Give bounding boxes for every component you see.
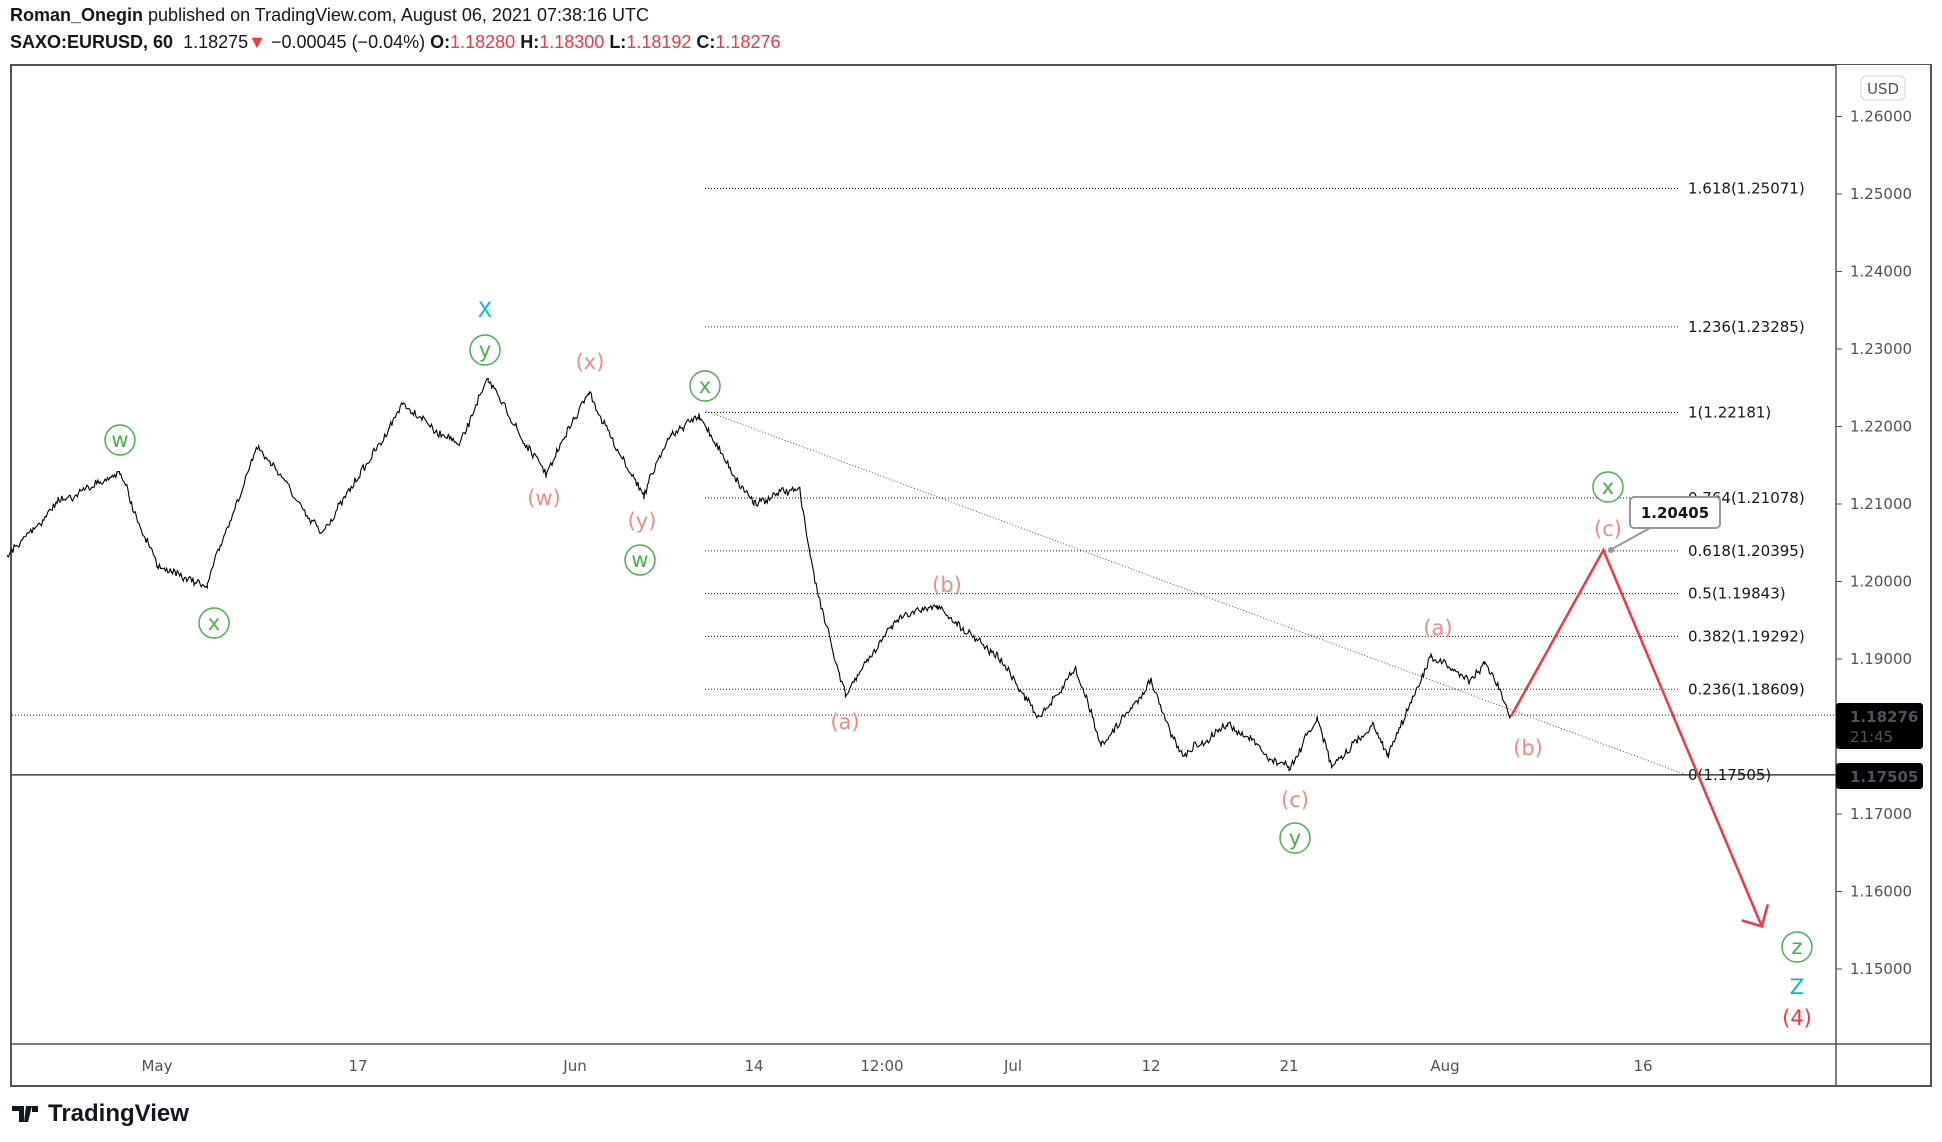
wave-label: (w): [527, 486, 561, 510]
currency-label: USD: [1867, 80, 1899, 98]
high-value: 1.18300: [539, 32, 605, 52]
countdown-label: 21:45: [1850, 728, 1893, 746]
time-tick-label: Aug: [1430, 1057, 1459, 1075]
symbol: SAXO:EURUSD, 60: [10, 32, 174, 52]
wave-label: w: [111, 428, 128, 452]
wave-circle: [624, 544, 656, 576]
symbol-info: SAXO:EURUSD, 60 1.18275▼ −0.00045 (−0.04…: [10, 32, 780, 53]
publish-info: Roman_Onegin published on TradingView.co…: [10, 5, 649, 26]
time-tick-label: May: [141, 1057, 172, 1075]
price-line: [6, 377, 1512, 772]
arrow-head-icon: [1741, 904, 1770, 928]
wave-label: (c): [1594, 517, 1622, 541]
price-tick-label: 1.20000: [1850, 573, 1912, 591]
callout-pointer: [1611, 527, 1651, 550]
time-tick-label: 16: [1633, 1057, 1652, 1075]
wave-label: (x): [576, 350, 605, 374]
tradingview-logo[interactable]: TradingView: [12, 1100, 189, 1128]
wave-circle: [689, 370, 721, 402]
level-price-badge: [1836, 763, 1923, 789]
open-value: 1.18280: [450, 32, 516, 52]
wave-label: (a): [830, 710, 859, 734]
price-tick-label: 1.16000: [1850, 883, 1912, 901]
time-tick-label: Jul: [1003, 1057, 1022, 1075]
close-label: C:: [696, 32, 716, 52]
low-label: L:: [609, 32, 627, 52]
annotations: 1.20405 Xy (x) w x (w) (y) w x (b) (a) (c) y (a) (b) x (…: [104, 298, 1813, 1030]
price-tick-label: 1.26000: [1850, 108, 1912, 126]
wave-label: (y): [628, 509, 657, 533]
wave-label: (c): [1281, 788, 1309, 812]
fib-label: 0.5(1.19843): [1688, 585, 1786, 603]
fib-label: 0.382(1.19292): [1688, 627, 1805, 645]
chart-frame: [10, 64, 1932, 1087]
wave-label: (b): [1513, 736, 1543, 760]
level-price-label: 1.17505: [1850, 768, 1918, 786]
price-series: [6, 377, 1512, 772]
wave-circle: [469, 334, 501, 366]
price-tick-label: 1.21000: [1850, 495, 1912, 513]
wave-circle: [1592, 471, 1624, 503]
time-tick-label: 17: [348, 1057, 367, 1075]
change: −0.00045 (−0.04%): [270, 32, 426, 52]
price-tick-label: 1.22000: [1850, 418, 1912, 436]
price-callout-box: [1629, 496, 1721, 529]
price-tick-label: 1.19000: [1850, 650, 1912, 668]
last-price: 1.18275: [183, 32, 249, 52]
wave-circle: [104, 424, 136, 456]
wave-label: z: [1791, 935, 1802, 959]
time-tick-label: 21: [1279, 1057, 1298, 1075]
currency-badge: [1860, 75, 1906, 101]
wave-label: (a): [1423, 616, 1452, 640]
time-tick-label: Jun: [562, 1057, 586, 1075]
fib-label: 1.236(1.23285): [1688, 318, 1805, 336]
wave-label: (b): [932, 573, 962, 597]
fib-extension: 1.618(1.25071) 1.236(1.23285) 1(1.22181) 0.…: [12, 179, 1836, 784]
time-tick-label: 12:00: [860, 1057, 903, 1075]
fib-label: 1.618(1.25071): [1688, 179, 1805, 197]
price-tick-label: 1.23000: [1850, 340, 1912, 358]
time-tick-label: 12: [1141, 1057, 1160, 1075]
current-price-badge: [1836, 703, 1923, 749]
time-axis: May 17 Jun 14 12:00 Jul 12 21 Aug 16: [141, 1057, 1652, 1075]
tv-logo-icon: [12, 1106, 38, 1122]
wave-label: w: [631, 548, 648, 572]
low-value: 1.18192: [626, 32, 692, 52]
wave-label: x: [208, 611, 220, 635]
wave-label: y: [479, 338, 491, 362]
triangle-down-icon: ▼: [248, 32, 266, 52]
wave-label: X: [478, 298, 492, 322]
fib-label: 0.618(1.20395): [1688, 542, 1805, 560]
close-value: 1.18276: [715, 32, 781, 52]
time-tick-label: 14: [744, 1057, 763, 1075]
price-callout-label: 1.20405: [1641, 504, 1709, 522]
projection-arrow: [1509, 547, 1763, 927]
price-axis: USD 1.26000 1.25000 1.24000 1.23000 1.22000 1.…: [12, 64, 1930, 1087]
wave-label: Z: [1790, 975, 1804, 999]
price-axis-bg: [1836, 65, 1930, 1044]
price-tick-label: 1.15000: [1850, 960, 1912, 978]
fib-label: 1(1.22181): [1688, 403, 1771, 421]
wave-label: x: [1602, 475, 1614, 499]
fib-label: 0.236(1.18609): [1688, 680, 1805, 698]
price-tick-label: 1.25000: [1850, 185, 1912, 203]
price-tick-label: 1.17000: [1850, 805, 1912, 823]
current-price-label: 1.18276: [1850, 708, 1918, 726]
wave-label: x: [699, 374, 711, 398]
callout-anchor: [1608, 547, 1614, 553]
wave-label: y: [1289, 826, 1301, 850]
open-label: O:: [430, 32, 451, 52]
wave-circle: [1279, 822, 1311, 854]
price-tick-label: 1.24000: [1850, 263, 1912, 281]
wave-circle: [198, 607, 230, 639]
wave-circle: [1781, 931, 1813, 963]
author-name[interactable]: Roman_Onegin: [10, 5, 144, 25]
high-label: H:: [520, 32, 540, 52]
published-text: published on TradingView.com, August 06,…: [148, 5, 650, 25]
wave-label: (4): [1782, 1006, 1812, 1030]
